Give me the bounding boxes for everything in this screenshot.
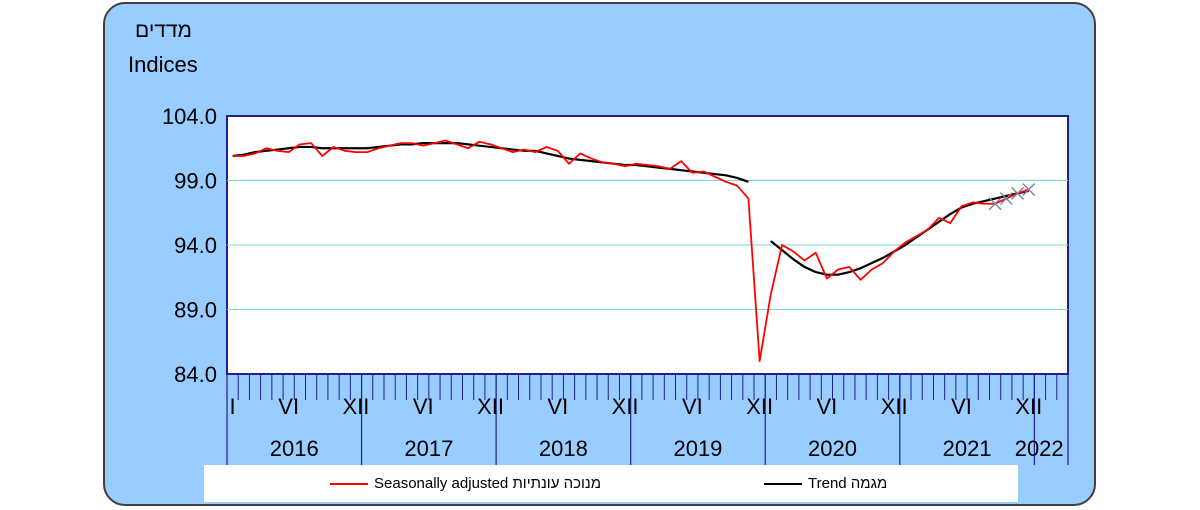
legend-label-seasonal: Seasonally adjusted מנוכה עונתיות (374, 475, 602, 492)
year-label: 2020 (808, 436, 857, 461)
legend-label-trend: Trend מגמה (808, 475, 888, 492)
forecast-marker (999, 192, 1013, 206)
y-unit-label-english: Indices (128, 52, 198, 77)
year-label: 2018 (539, 436, 588, 461)
month-label: XII (612, 394, 639, 419)
y-tick-label: 104.0 (162, 104, 217, 129)
legend: Seasonally adjusted מנוכה עונתיות Trend … (204, 465, 1018, 502)
month-label: XII (1015, 394, 1042, 419)
legend-swatch-seasonal (330, 482, 368, 485)
series-line-seasonal (232, 139, 1030, 362)
y-tick-label: 99.0 (174, 169, 217, 194)
month-label: VI (682, 394, 703, 419)
legend-item-trend: Trend מגמה (764, 475, 887, 492)
year-label: 2019 (673, 436, 722, 461)
month-label: VI (547, 394, 568, 419)
legend-item-seasonal: Seasonally adjusted מנוכה עונתיות (330, 475, 601, 492)
y-tick-label: 94.0 (174, 233, 217, 258)
y-unit-label-hebrew: מדדים (135, 19, 192, 42)
y-tick-label: 89.0 (174, 298, 217, 323)
month-label: XII (477, 394, 504, 419)
forecast-marker (1022, 183, 1036, 197)
year-label: 2016 (270, 436, 319, 461)
month-label: VI (278, 394, 299, 419)
forecast-marker (988, 197, 1002, 211)
month-label: I (230, 394, 236, 419)
forecast-marker (1011, 186, 1025, 200)
month-label: XII (881, 394, 908, 419)
legend-swatch-trend (764, 482, 802, 485)
month-label: VI (413, 394, 434, 419)
y-tick-label: 84.0 (174, 362, 217, 387)
month-label: XII (746, 394, 773, 419)
month-label: XII (343, 394, 370, 419)
year-label: 2021 (943, 436, 992, 461)
month-label: VI (817, 394, 838, 419)
year-label: 2022 (1015, 436, 1064, 461)
year-label: 2017 (404, 436, 453, 461)
month-label: VI (951, 394, 972, 419)
